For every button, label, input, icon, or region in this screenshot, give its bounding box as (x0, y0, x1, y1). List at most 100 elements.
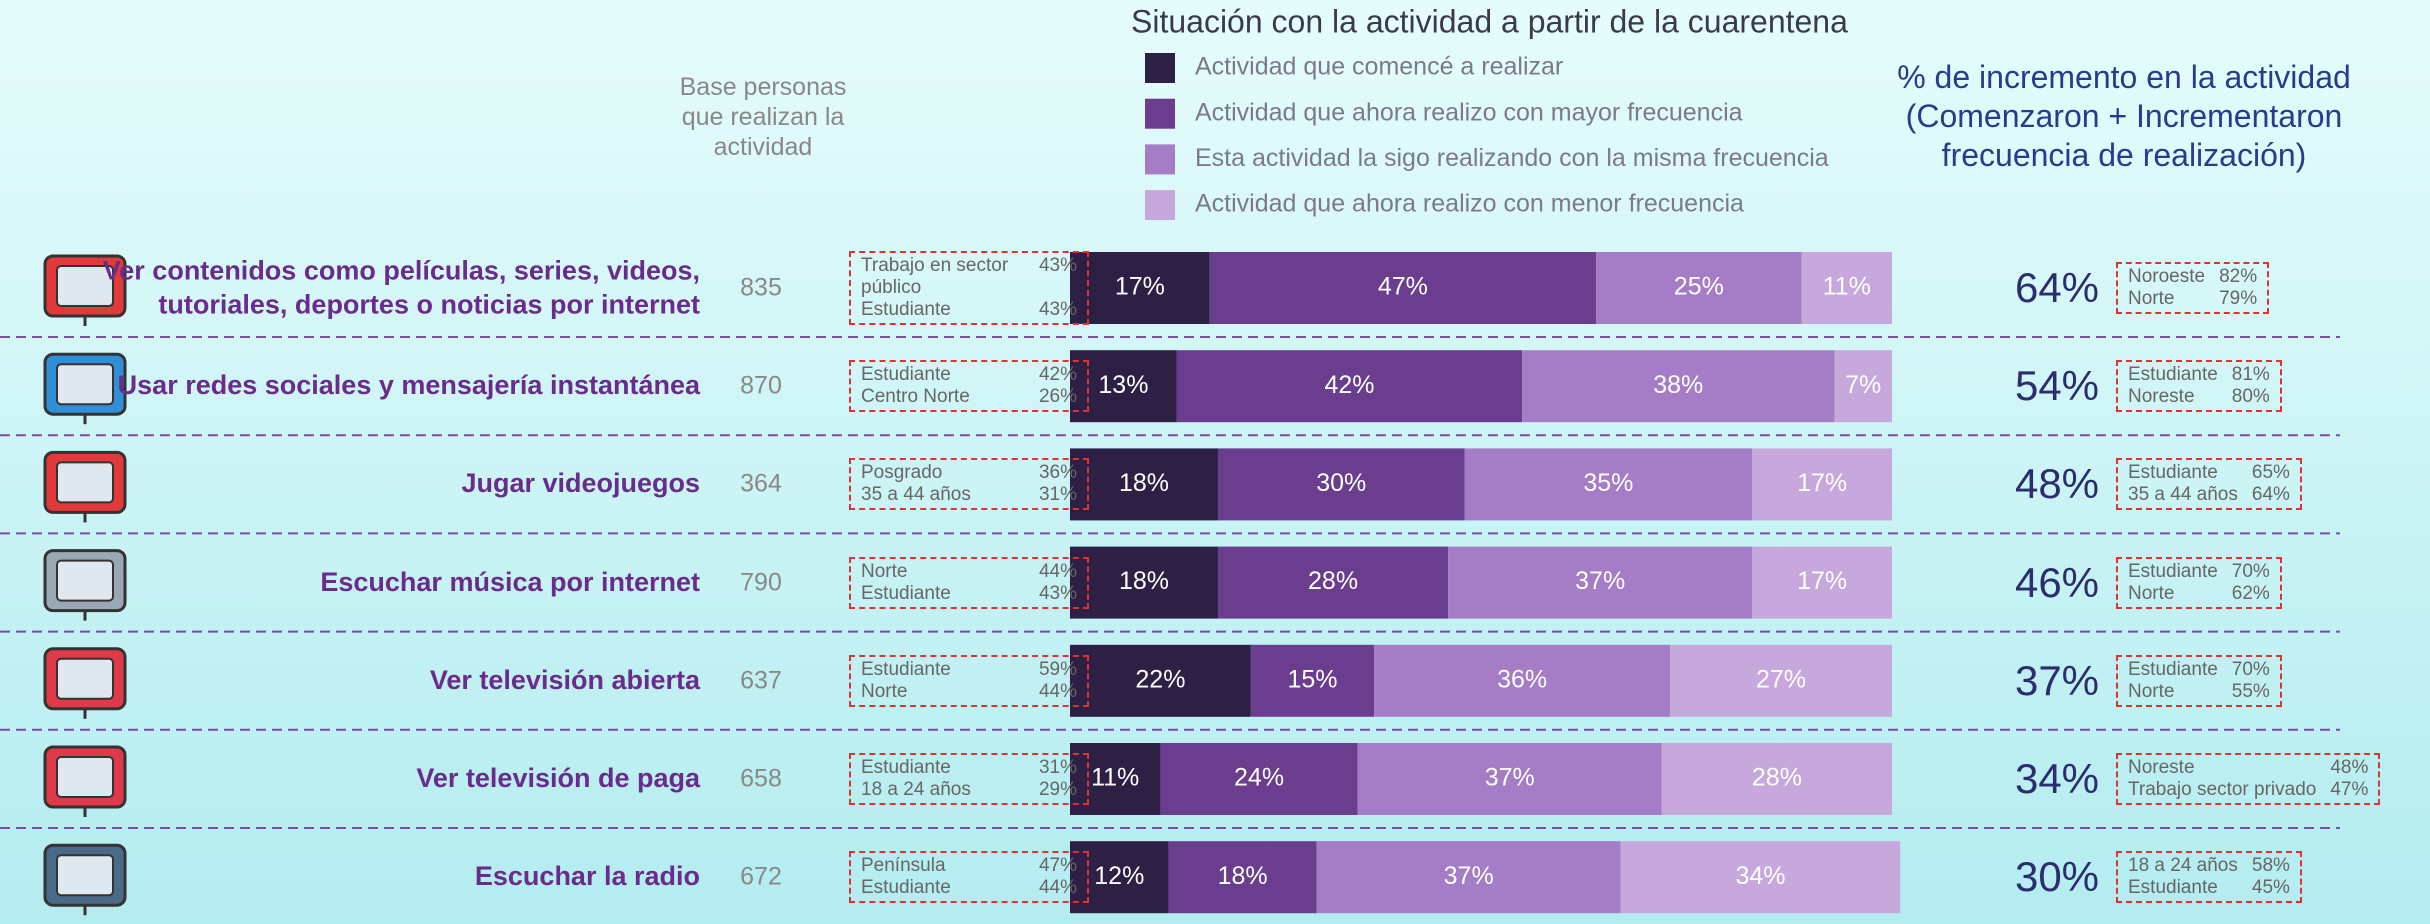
region-name: Norte (2128, 288, 2175, 309)
bar-segment (1250, 644, 1375, 717)
bar-value-label: 24% (1234, 764, 1284, 792)
bar-segment (1217, 546, 1449, 619)
segment-entry: Estudiante 43% (861, 583, 1077, 605)
region-name: Noreste (2128, 386, 2195, 408)
bar-segment (1209, 252, 1597, 324)
increase-value: 34% (2014, 755, 2100, 802)
region-value: 55% (2231, 680, 2270, 702)
base-value: 364 (740, 469, 782, 498)
segment-entry: Norte 44% (861, 681, 1077, 703)
bar-segment (1522, 350, 1835, 423)
activity-icon (43, 254, 127, 326)
bar-value-label: 7% (1845, 371, 1881, 399)
base-value: 637 (740, 666, 782, 695)
region-value: 82% (2219, 266, 2258, 287)
segment-name: Estudiante (861, 582, 951, 604)
region-value: 47% (2330, 779, 2369, 800)
segment-name: Norte (861, 560, 908, 582)
segment-box: Estudiante 59% Norte 44% (849, 654, 1089, 707)
bar-value-label: 17% (1797, 469, 1847, 497)
region-name: Trabajo sector privado (2128, 779, 2317, 800)
region-box: Estudiante 70% Norte 55% (2116, 654, 2282, 707)
increase-header: % de incremento en la actividad (Comenza… (1897, 59, 2351, 174)
increase-value: 46% (2014, 558, 2100, 606)
region-value: 64% (2251, 484, 2290, 506)
bar-value-label: 28% (1752, 764, 1802, 792)
increase-value: 64% (2014, 264, 2100, 311)
bar-value-label: 25% (1674, 273, 1724, 301)
region-name: Estudiante (2128, 462, 2218, 484)
activity-icon (43, 745, 127, 817)
region-value: 79% (2219, 288, 2258, 309)
bar-value-label: 13% (1098, 371, 1148, 399)
segment-entry: 18 a 24 años 29% (861, 779, 1077, 801)
region-name: 35 a 44 años (2128, 484, 2238, 506)
segment-name: Estudiante (861, 299, 951, 320)
icon-screen (56, 559, 114, 602)
segment-entry: Trabajo en sector público 43% (861, 255, 1077, 299)
region-name: Norte (2128, 582, 2175, 604)
region-value: 81% (2231, 364, 2270, 386)
base-value: 835 (740, 273, 782, 302)
activity-icon (43, 450, 127, 523)
segment-name: Estudiante (861, 658, 951, 680)
bar-value-label: 22% (1135, 665, 1185, 693)
icon-screen (56, 265, 114, 307)
segment-entry: 35 a 44 años 31% (861, 484, 1077, 506)
legend-label: Actividad que ahora realizo con menor fr… (1195, 190, 1744, 218)
segment-box: Estudiante 31% 18 a 24 años 29% (849, 753, 1089, 805)
region-box: Noreste 48% Trabajo sector privado 47% (2116, 753, 2381, 805)
segment-box: Posgrado 36% 35 a 44 años 31% (849, 458, 1089, 511)
region-value: 45% (2251, 877, 2290, 899)
base-value: 658 (740, 764, 782, 793)
legend-swatch (1145, 144, 1175, 175)
bar-segment (1168, 841, 1317, 914)
segment-entry: Estudiante 59% (861, 659, 1077, 681)
bar-segment (1752, 448, 1892, 521)
bar-segment (1661, 743, 1892, 815)
region-value: 62% (2231, 582, 2270, 604)
segment-value: 26% (1038, 386, 1077, 408)
bar-segment (1357, 743, 1662, 815)
bar-value-label: 37% (1444, 862, 1494, 890)
segment-value: 43% (1038, 255, 1077, 276)
bar-segment (1160, 743, 1358, 815)
legend-swatch (1145, 53, 1175, 83)
bar-value-label: 38% (1653, 371, 1703, 399)
segment-name: Trabajo en sector público (861, 255, 1009, 298)
bar-value-label: 28% (1308, 567, 1358, 595)
bar-value-label: 18% (1218, 862, 1268, 890)
activity-icon (43, 647, 127, 719)
bar-value-label: 17% (1797, 567, 1847, 595)
segment-name: Estudiante (861, 877, 951, 899)
bar-value-label: 37% (1575, 567, 1625, 595)
segment-name: Estudiante (861, 364, 951, 386)
bar-segment (1752, 546, 1892, 619)
segment-name: 18 a 24 años (861, 779, 971, 800)
activity-icon (43, 843, 127, 916)
icon-screen (56, 363, 114, 406)
segment-entry: Estudiante 31% (861, 757, 1077, 779)
region-name: Estudiante (2128, 877, 2218, 899)
region-box: Noroeste 82% Norte 79% (2116, 262, 2270, 314)
region-name: Noreste (2128, 757, 2195, 778)
segment-name: Norte (861, 680, 908, 702)
region-value: 48% (2330, 757, 2369, 778)
region-box: 18 a 24 años 58% Estudiante 45% (2116, 851, 2302, 904)
bar-value-label: 34% (1735, 862, 1785, 890)
bar-segment (1834, 350, 1892, 423)
bar-value-label: 42% (1324, 371, 1374, 399)
icon-screen (56, 854, 114, 897)
base-value: 790 (740, 568, 782, 597)
segment-value: 47% (1038, 855, 1077, 877)
bar-segment (1217, 448, 1465, 521)
bar-segment (1464, 448, 1753, 521)
bar-segment (1070, 448, 1218, 521)
icon-screen (56, 657, 114, 700)
category-label: Ver televisión abierta (429, 664, 700, 695)
region-box: Estudiante 65% 35 a 44 años 64% (2116, 458, 2302, 511)
segment-box: Trabajo en sector público 43% Estudiante 43… (849, 251, 1089, 325)
bar-segment (1448, 546, 1753, 619)
bar-value-label: 47% (1378, 273, 1428, 301)
bar-value-label: 12% (1094, 862, 1144, 890)
